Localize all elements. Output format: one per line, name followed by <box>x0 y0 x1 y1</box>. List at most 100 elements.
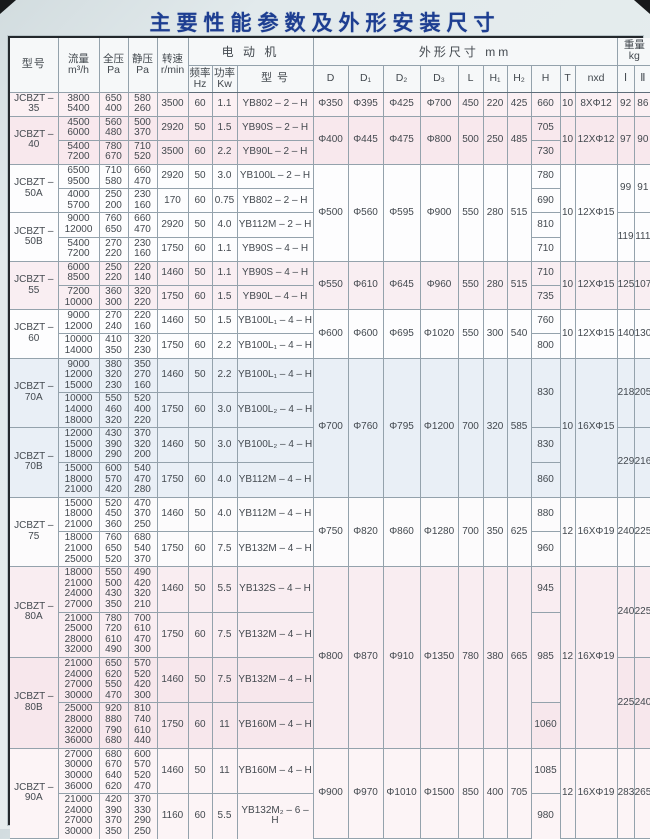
table-cell: YB100L₂ – 4 – H <box>236 427 314 463</box>
table-cell: 625 <box>506 496 532 568</box>
col-header-total-pressure: 全压 Pa <box>98 38 129 93</box>
table-row: JCBZT – 75 15000 18000 21000 520 450 360 47… <box>10 496 650 568</box>
table-cell: 50 <box>187 427 213 463</box>
page-title: 主要性能参数及外形安装尺寸 <box>149 12 501 35</box>
table-cell: 1.1 <box>211 91 238 117</box>
table-cell: 760 650 520 <box>98 531 129 568</box>
table-cell: 50 <box>187 164 213 190</box>
table-cell: 9000 12000 15000 <box>57 357 100 394</box>
col-header-speed: 转速 r/min <box>156 38 189 93</box>
table-cell: 1750 <box>156 236 189 262</box>
table-cell: 370 330 290 250 <box>127 793 158 839</box>
table-cell: 700 <box>457 496 484 568</box>
table-cell: 560 480 <box>98 115 129 141</box>
table-cell: 550 <box>457 164 484 262</box>
table-cell: YB90S – 2 – H <box>236 115 314 141</box>
col-header-weight-1: Ⅰ <box>616 64 635 93</box>
col-header-h2: H₂ <box>506 64 532 93</box>
table-cell: 1.1 <box>211 260 238 287</box>
table-cell: 1460 <box>156 566 189 613</box>
table-cell: YB100L₁ – 4 – H <box>236 333 314 359</box>
table-row: JCBZT – 80A 18000 21000 24000 27000 550 50… <box>10 566 650 749</box>
table-cell: 760 <box>530 309 561 335</box>
table-cell: Φ820 <box>347 496 384 568</box>
table-cell: 12 <box>559 566 576 749</box>
table-cell: YB90L – 4 – H <box>236 284 314 311</box>
table-cell: 1160 <box>156 793 189 839</box>
table-cell: 700 610 470 300 <box>127 611 158 659</box>
table-cell: 1060 <box>530 702 561 749</box>
model-cell: JCBZT – 40 <box>10 115 59 166</box>
col-header-static-pressure: 静压 Pa <box>127 38 158 93</box>
table-cell: 12XΦ15 <box>574 260 618 311</box>
table-cell: 540 470 280 <box>127 461 158 498</box>
table-cell: 21000 24000 27000 30000 <box>58 793 100 839</box>
table-cell: 1750 <box>156 611 189 659</box>
table-cell: 585 <box>506 357 532 498</box>
table-cell: 5400 7200 <box>58 236 100 262</box>
table-cell: Φ610 <box>347 260 384 311</box>
spec-table: 型号 流量 m³/h 全压 Pa 静压 Pa 转速 r/min 电 动 机 外形… <box>10 38 650 839</box>
table-cell: 86 <box>633 91 650 117</box>
table-cell: 425 <box>506 91 532 117</box>
header-row-groups: 型号 流量 m³/h 全压 Pa 静压 Pa 转速 r/min 电 动 机 外形… <box>10 38 650 93</box>
table-cell: Φ800 <box>419 115 459 166</box>
table-cell: Φ700 <box>312 357 349 498</box>
table-cell: 600 570 420 <box>98 461 129 498</box>
table-cell: 270 220 <box>98 236 129 262</box>
table-cell: 540 <box>506 309 532 359</box>
table-cell: YB132S – 4 – H <box>236 566 314 613</box>
col-header-flow: 流量 m³/h <box>57 38 100 93</box>
table-cell: 850 <box>457 747 484 839</box>
table-cell: 220 160 <box>127 309 158 335</box>
table-cell: 705 <box>530 115 561 141</box>
table-cell: 830 <box>530 357 561 429</box>
table-cell: 700 <box>457 357 484 498</box>
col-header-model: 型号 <box>10 38 59 93</box>
table-cell: 4.0 <box>211 496 238 533</box>
table-cell: 11 <box>211 747 238 795</box>
model-cell: JCBZT – 70A <box>10 357 59 429</box>
table-cell: 25000 28000 32000 36000 <box>58 702 100 749</box>
table-cell: 60 <box>187 333 213 359</box>
table-cell: 7.5 <box>211 611 238 659</box>
table-cell: 107 <box>633 260 650 311</box>
table-cell: 710 <box>530 260 561 287</box>
table-cell: 320 <box>482 357 508 498</box>
table-cell: 2.2 <box>211 333 238 359</box>
table-cell: 18000 21000 25000 <box>58 531 100 568</box>
model-cell: JCBZT – 55 <box>10 260 59 311</box>
table-cell: 410 350 <box>98 333 129 359</box>
table-cell: 218 <box>616 357 635 429</box>
table-cell: Φ425 <box>382 91 421 117</box>
table-cell: 220 140 <box>127 260 158 287</box>
table-cell: Φ550 <box>312 260 349 311</box>
table-cell: 2920 <box>156 164 189 190</box>
model-cell: JCBZT – 50A <box>10 164 59 214</box>
table-cell: YB132M – 4 – H <box>236 656 314 704</box>
table-cell: Φ700 <box>419 91 459 117</box>
table-cell: 60 <box>187 531 213 568</box>
table-cell: 3500 <box>156 91 189 117</box>
table-cell: 485 <box>506 115 532 166</box>
model-cell: JCBZT – 60 <box>10 309 59 359</box>
table-cell: 810 740 610 440 <box>127 702 158 749</box>
table-cell: 660 470 <box>127 212 158 238</box>
table-cell: 0.75 <box>211 188 238 214</box>
table-cell: 735 <box>530 284 561 311</box>
table-cell: 240 <box>633 657 650 749</box>
table-cell: 360 300 <box>98 284 129 311</box>
table-cell: 665 <box>506 566 532 749</box>
table-cell: 1460 <box>156 496 189 533</box>
table-cell: 1750 <box>156 284 189 311</box>
table-cell: 7200 10000 <box>58 284 100 311</box>
table-cell: 205 <box>633 357 650 429</box>
table-cell: 280 <box>482 260 508 311</box>
table-cell: 600 570 520 470 <box>127 747 158 795</box>
table-cell: Φ600 <box>347 309 384 359</box>
table-cell: 7.5 <box>211 531 238 568</box>
table-cell: 170 <box>156 188 189 214</box>
table-cell: 1460 <box>156 357 189 394</box>
table-cell: 1085 <box>530 747 561 795</box>
table-cell: 60 <box>187 91 213 117</box>
